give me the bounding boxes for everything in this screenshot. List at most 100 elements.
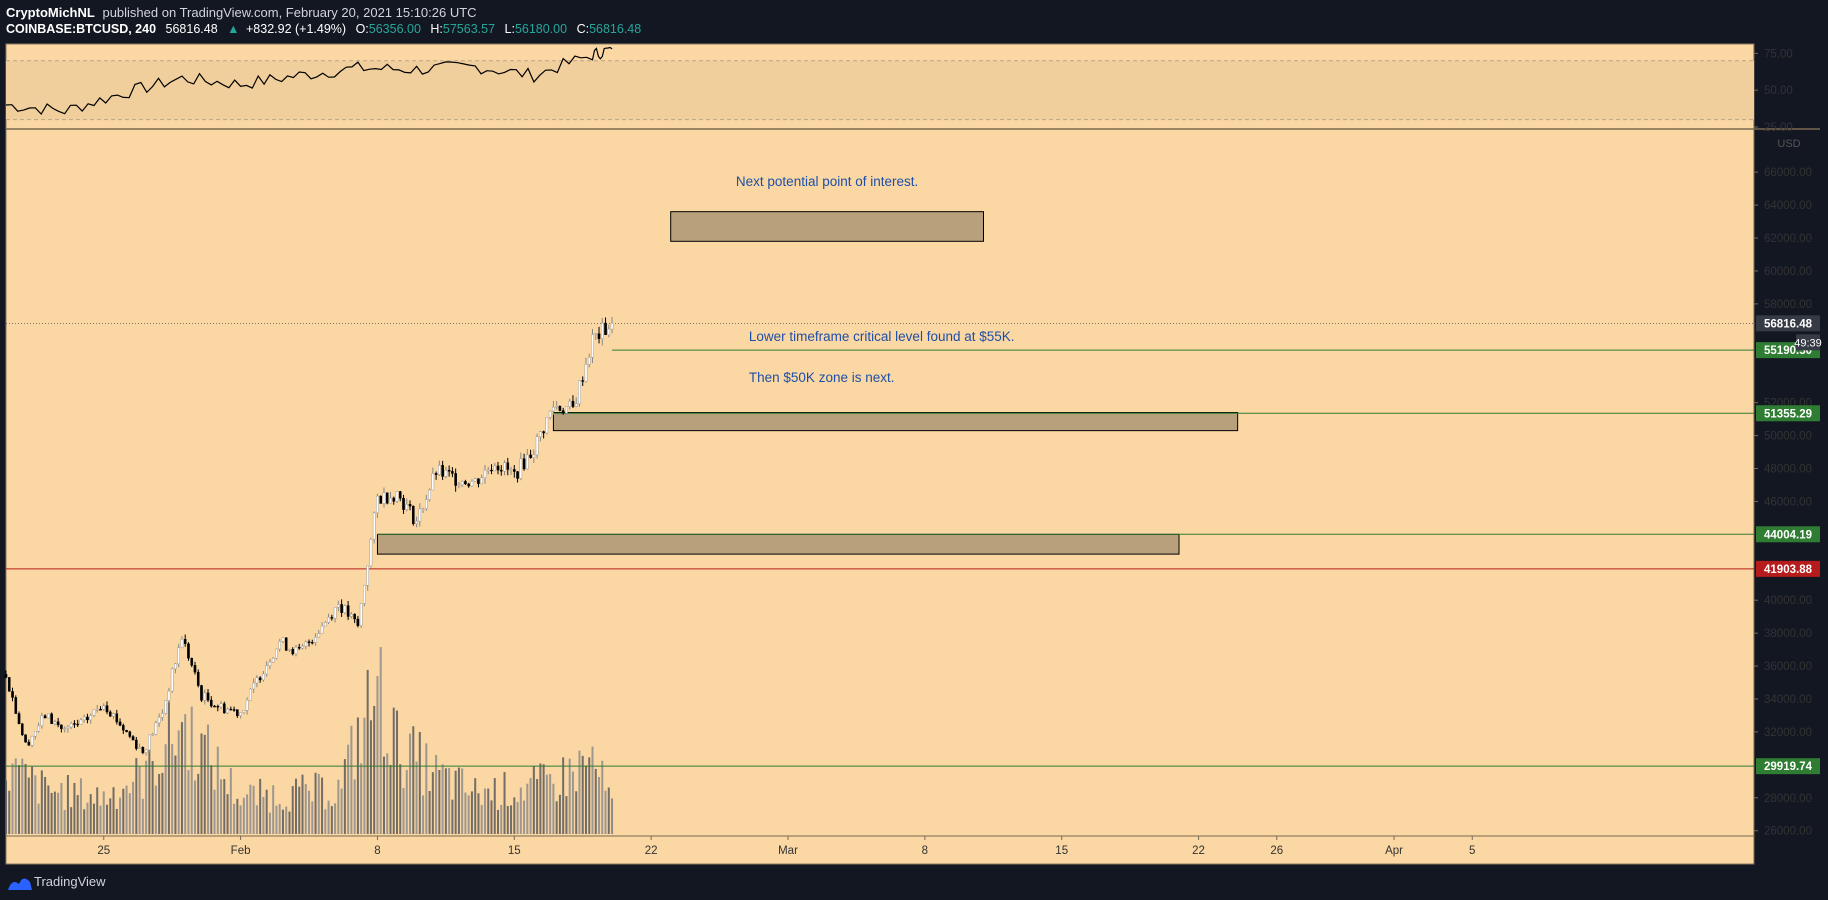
candle[interactable] bbox=[301, 645, 304, 649]
candle[interactable] bbox=[271, 658, 275, 663]
candle[interactable] bbox=[425, 499, 428, 510]
candle[interactable] bbox=[307, 641, 311, 643]
candle[interactable] bbox=[242, 710, 246, 713]
candle[interactable] bbox=[428, 489, 431, 500]
candle[interactable] bbox=[262, 673, 265, 681]
chart-frame[interactable] bbox=[5, 43, 1755, 865]
footer-brand[interactable]: TradingView bbox=[34, 874, 106, 889]
candle[interactable] bbox=[226, 708, 229, 714]
candle[interactable] bbox=[513, 469, 516, 472]
candle[interactable] bbox=[11, 691, 14, 698]
candle[interactable] bbox=[389, 497, 392, 504]
candle[interactable] bbox=[288, 649, 291, 651]
candle[interactable] bbox=[66, 726, 70, 729]
candle[interactable] bbox=[369, 538, 373, 567]
candle[interactable] bbox=[526, 454, 529, 470]
candle[interactable] bbox=[519, 458, 523, 479]
candle[interactable] bbox=[594, 333, 598, 335]
candle[interactable] bbox=[99, 709, 102, 711]
annotation-55k[interactable]: Lower timeframe critical level found at … bbox=[749, 329, 1015, 344]
candle[interactable] bbox=[535, 436, 539, 456]
candle[interactable] bbox=[372, 512, 376, 540]
candle[interactable] bbox=[193, 665, 197, 673]
candle[interactable] bbox=[213, 705, 216, 708]
candle[interactable] bbox=[154, 722, 158, 735]
zone-62k[interactable] bbox=[670, 211, 984, 242]
candle[interactable] bbox=[105, 705, 109, 713]
candle[interactable] bbox=[258, 677, 262, 681]
candle[interactable] bbox=[382, 492, 386, 504]
zone-43k[interactable] bbox=[376, 533, 1180, 555]
candle[interactable] bbox=[278, 641, 282, 650]
candle[interactable] bbox=[92, 709, 96, 716]
candle[interactable] bbox=[50, 713, 53, 724]
candle[interactable] bbox=[333, 607, 337, 619]
candle[interactable] bbox=[392, 497, 396, 502]
candle[interactable] bbox=[206, 692, 210, 701]
candle[interactable] bbox=[503, 462, 506, 472]
candle[interactable] bbox=[529, 454, 532, 458]
candle[interactable] bbox=[457, 484, 461, 487]
candle[interactable] bbox=[483, 469, 487, 478]
candle[interactable] bbox=[60, 724, 63, 729]
candle[interactable] bbox=[34, 730, 37, 737]
candle[interactable] bbox=[600, 322, 604, 339]
candle[interactable] bbox=[245, 700, 249, 711]
candle[interactable] bbox=[4, 674, 8, 678]
candle[interactable] bbox=[232, 709, 236, 711]
candle[interactable] bbox=[164, 700, 167, 714]
candle[interactable] bbox=[95, 709, 99, 711]
candle[interactable] bbox=[167, 690, 171, 701]
candle[interactable] bbox=[284, 637, 288, 651]
horizontal-levels[interactable] bbox=[6, 322, 1754, 767]
candle[interactable] bbox=[473, 478, 477, 482]
candle[interactable] bbox=[574, 403, 578, 407]
candle[interactable] bbox=[467, 483, 470, 487]
candle[interactable] bbox=[571, 400, 575, 407]
candle[interactable] bbox=[584, 364, 588, 382]
candle[interactable] bbox=[314, 636, 317, 643]
candle[interactable] bbox=[121, 725, 125, 731]
candle[interactable] bbox=[431, 473, 435, 491]
candle[interactable] bbox=[353, 613, 356, 620]
candle[interactable] bbox=[37, 725, 40, 732]
candle[interactable] bbox=[324, 622, 327, 627]
candle[interactable] bbox=[317, 633, 321, 638]
candle[interactable] bbox=[415, 520, 418, 524]
candle[interactable] bbox=[239, 712, 242, 717]
candle[interactable] bbox=[421, 508, 425, 511]
candle[interactable] bbox=[216, 705, 220, 708]
candle[interactable] bbox=[597, 333, 601, 339]
candle[interactable] bbox=[297, 646, 301, 649]
candle[interactable] bbox=[291, 649, 295, 655]
candle[interactable] bbox=[496, 465, 500, 471]
candle[interactable] bbox=[73, 723, 76, 725]
candle[interactable] bbox=[493, 465, 497, 472]
candle[interactable] bbox=[447, 469, 451, 472]
candle[interactable] bbox=[200, 685, 203, 701]
candle[interactable] bbox=[565, 406, 568, 414]
candle[interactable] bbox=[320, 625, 324, 634]
candle[interactable] bbox=[20, 723, 24, 736]
candle[interactable] bbox=[43, 715, 47, 719]
candle[interactable] bbox=[460, 481, 464, 486]
candle[interactable] bbox=[63, 728, 66, 730]
candle[interactable] bbox=[69, 723, 73, 728]
candle[interactable] bbox=[591, 334, 594, 358]
candle[interactable] bbox=[441, 465, 444, 477]
candle[interactable] bbox=[532, 454, 536, 458]
candle[interactable] bbox=[157, 717, 161, 724]
candle[interactable] bbox=[545, 417, 549, 434]
candle[interactable] bbox=[252, 682, 255, 690]
candle[interactable] bbox=[27, 741, 31, 746]
candle[interactable] bbox=[161, 713, 164, 718]
candle[interactable] bbox=[444, 469, 448, 477]
candle[interactable] bbox=[516, 471, 519, 479]
candle[interactable] bbox=[330, 617, 334, 619]
candle[interactable] bbox=[112, 713, 115, 717]
candle[interactable] bbox=[418, 508, 422, 522]
candle[interactable] bbox=[249, 688, 252, 701]
candle[interactable] bbox=[578, 380, 581, 405]
candle[interactable] bbox=[86, 716, 89, 721]
candle[interactable] bbox=[558, 406, 562, 411]
